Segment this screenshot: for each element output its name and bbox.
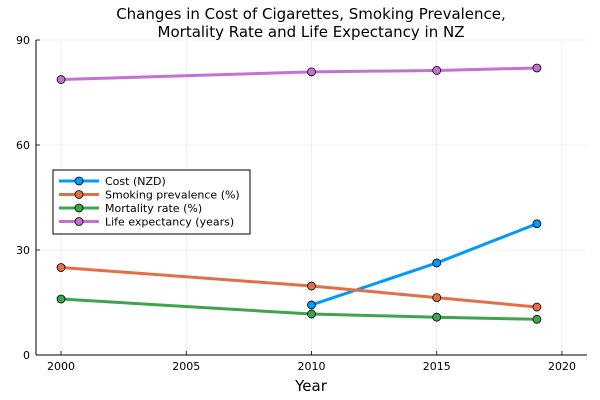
legend-marker xyxy=(74,217,84,226)
x-tick-label: 2005 xyxy=(172,360,200,373)
chart-title-line-2: Mortality Rate and Life Expectancy in NZ xyxy=(158,23,465,41)
data-point xyxy=(307,309,316,319)
x-axis-label: Year xyxy=(294,377,328,395)
legend-item: Life expectancy (years) xyxy=(59,216,234,229)
series-1 xyxy=(56,263,542,312)
data-point xyxy=(532,219,542,229)
series-3 xyxy=(56,63,542,84)
data-point xyxy=(432,258,442,268)
legend-marker xyxy=(74,190,84,199)
data-point xyxy=(56,294,66,304)
x-tick-label: 2015 xyxy=(423,360,451,373)
series-2 xyxy=(56,294,542,324)
legend-marker xyxy=(74,203,84,213)
data-point xyxy=(307,67,316,77)
data-point xyxy=(307,300,316,310)
legend-item: Mortality rate (%) xyxy=(59,202,202,215)
legend-item: Cost (NZD) xyxy=(59,175,166,188)
axes xyxy=(35,39,587,356)
data-point xyxy=(432,293,442,303)
series-line xyxy=(60,266,538,309)
x-tick-label: 2020 xyxy=(548,360,576,373)
legend-label: Mortality rate (%) xyxy=(105,202,202,215)
x-tick-label: 2000 xyxy=(47,360,75,373)
legend-label: Life expectancy (years) xyxy=(105,216,234,229)
y-tick-label: 90 xyxy=(16,34,30,47)
y-tick-label: 0 xyxy=(23,349,30,362)
data-point xyxy=(432,66,442,75)
legend-label: Smoking prevalence (%) xyxy=(105,189,240,202)
data-point xyxy=(56,75,66,84)
legend: Cost (NZD)Smoking prevalence (%)Mortalit… xyxy=(52,169,251,235)
data-point xyxy=(532,63,542,73)
series-line xyxy=(60,66,537,82)
data-point xyxy=(532,302,542,312)
legend-marker xyxy=(74,176,84,186)
series-group xyxy=(56,63,542,324)
data-point xyxy=(432,312,442,322)
series-line xyxy=(60,297,537,321)
y-tick-label: 60 xyxy=(16,139,30,152)
tick-labels: 2000 2005 2010 2015 2020 0 30 60 90 xyxy=(16,34,576,373)
data-point xyxy=(56,263,66,272)
legend-label: Cost (NZD) xyxy=(105,175,166,188)
legend-item: Smoking prevalence (%) xyxy=(59,189,240,202)
data-point xyxy=(532,314,542,324)
y-tick-label: 30 xyxy=(16,244,30,257)
series-line xyxy=(311,222,538,307)
data-point xyxy=(307,281,316,291)
x-tick-label: 2010 xyxy=(298,360,326,373)
chart-title-line-1: Changes in Cost of Cigarettes, Smoking P… xyxy=(116,5,506,23)
